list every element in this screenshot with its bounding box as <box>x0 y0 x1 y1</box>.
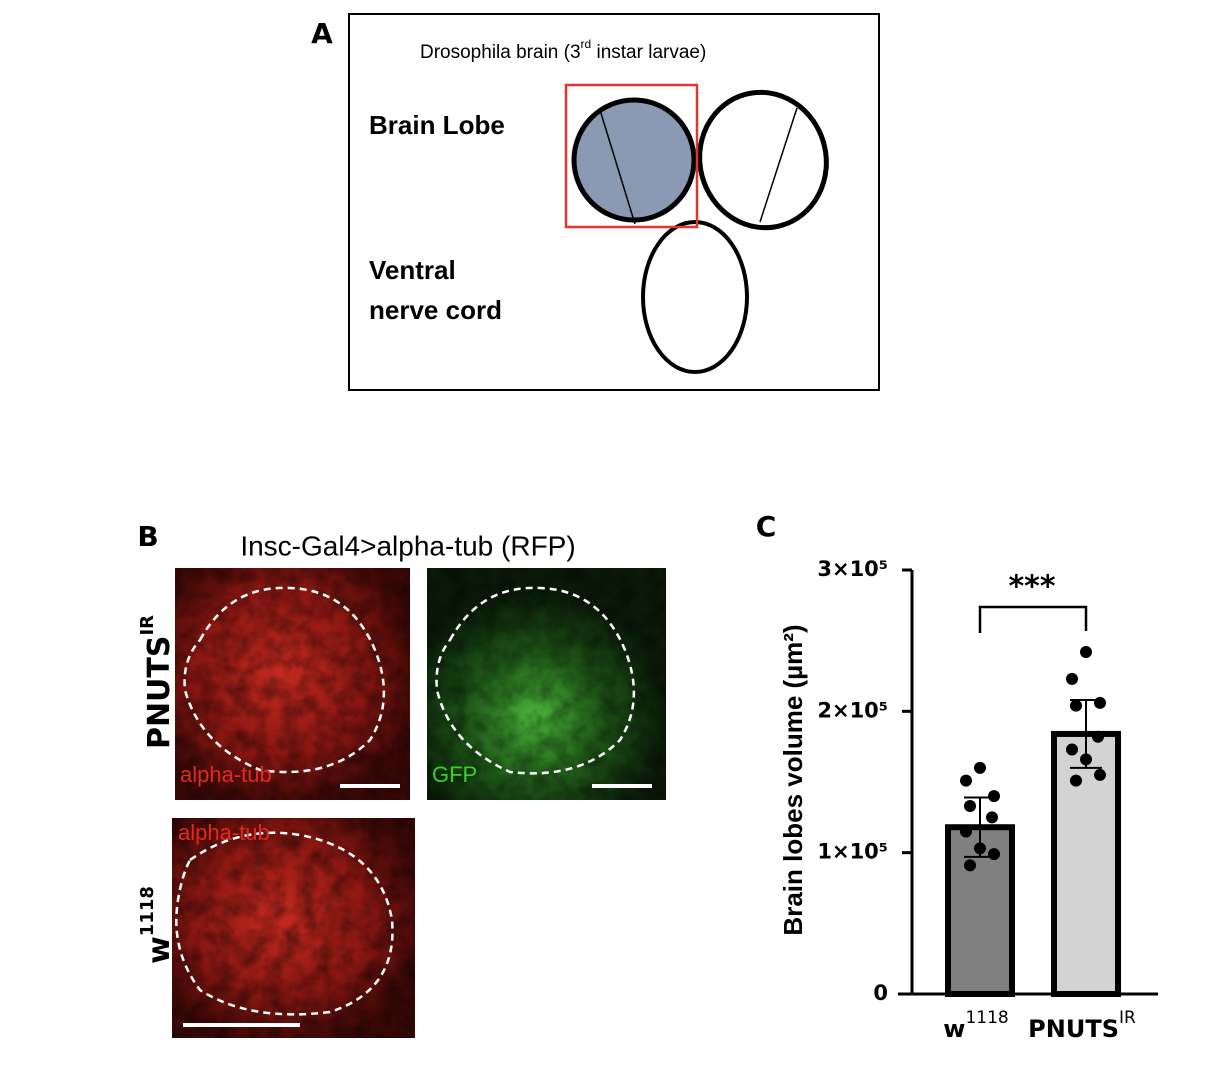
y-axis-label: Brain lobes volume (µm²) <box>778 624 808 935</box>
data-point <box>1066 672 1078 685</box>
image-label: alpha-tub <box>180 762 272 787</box>
y-tick-label: 0 <box>873 981 888 1005</box>
data-point <box>964 859 976 872</box>
data-point <box>960 825 972 838</box>
highlight-box <box>564 83 699 229</box>
data-point <box>1070 699 1082 712</box>
x-tick-label: PNUTSIR <box>1028 1008 1136 1043</box>
diagram-title: Drosophila brain (3rd instar larvae) <box>420 37 706 63</box>
category-name: w <box>943 1015 965 1043</box>
bar-chart: 0 1×10⁵ 2×10⁵ 3×10⁵ Brain lobes volume (µm²)… <box>778 557 1158 1043</box>
vnc-shape <box>641 220 749 374</box>
outline <box>175 831 394 1016</box>
row-name: w <box>142 936 177 964</box>
image-label: alpha-tub <box>178 820 270 845</box>
data-point <box>988 848 1000 861</box>
image-label: GFP <box>432 762 477 787</box>
vnc-label: nerve cord <box>369 295 502 325</box>
row-label: w1118 <box>137 886 177 964</box>
title-sup: rd <box>581 37 592 51</box>
texture <box>427 568 666 800</box>
category-sup: IR <box>1119 1008 1136 1028</box>
row-sup: 1118 <box>137 886 158 936</box>
row-name: PNUTS <box>142 636 177 750</box>
y-tick-label: 3×10⁵ <box>817 557 888 581</box>
data-point <box>986 811 998 824</box>
significance-bracket <box>978 605 1088 633</box>
row-label: PNUTSIR <box>137 615 177 749</box>
image: alpha-tub <box>175 568 410 800</box>
panel-title: Insc-Gal4>alpha-tub (RFP) <box>240 530 575 561</box>
lobe-line <box>759 107 798 223</box>
diagram-frame <box>348 13 880 391</box>
outline <box>183 586 386 774</box>
data-point <box>974 761 986 774</box>
data-point <box>960 774 972 787</box>
data-point <box>974 842 986 855</box>
x-tick-label: w1118 <box>943 1008 1008 1043</box>
texture <box>172 818 415 1038</box>
title-part: Drosophila brain (3 <box>420 42 581 63</box>
category-name: PNUTS <box>1028 1015 1119 1043</box>
data-point <box>964 800 976 813</box>
brain-lobe-label: Brain Lobe <box>369 110 505 140</box>
vnc-label: Ventral <box>369 255 456 285</box>
data-point <box>1080 753 1092 766</box>
y-tick-label: 2×10⁵ <box>817 698 888 722</box>
lobe-line <box>599 109 636 225</box>
data-point <box>1080 645 1092 658</box>
data-point <box>1092 730 1104 743</box>
data-point <box>988 790 1000 803</box>
title-part: instar larvae) <box>591 42 706 63</box>
image: alpha-tub <box>172 818 415 1038</box>
category-sup: 1118 <box>965 1008 1008 1028</box>
panel-label: B <box>137 520 158 553</box>
bar <box>1051 730 1121 997</box>
data-point <box>1070 774 1082 787</box>
outline <box>435 586 636 775</box>
significance-label: *** <box>1008 570 1055 605</box>
data-point <box>1066 743 1078 756</box>
data-point <box>1094 696 1106 709</box>
left-lobe <box>571 97 697 223</box>
panel-label: C <box>756 510 777 543</box>
right-lobe <box>697 89 829 231</box>
row-sup: IR <box>137 615 158 636</box>
texture <box>175 568 410 800</box>
data-point <box>1094 768 1106 781</box>
image: GFP <box>427 568 666 800</box>
y-tick-label: 1×10⁵ <box>817 840 888 864</box>
panel-label: A <box>311 17 333 50</box>
